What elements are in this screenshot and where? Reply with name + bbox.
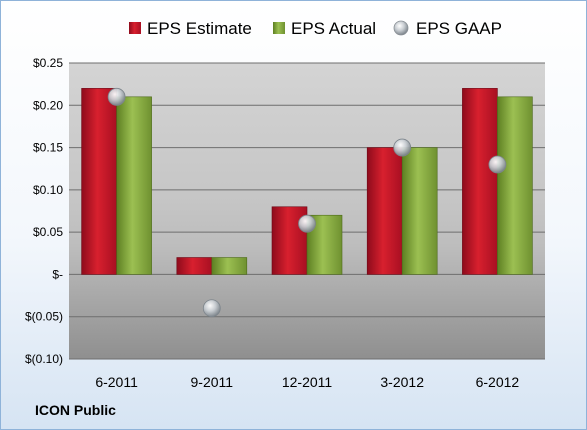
y-tick-label: $(0.05) (25, 310, 63, 324)
x-category-label: 6-2011 (95, 374, 138, 390)
legend-item-actual: EPS Actual (273, 19, 376, 38)
bar-eps-estimate (81, 88, 117, 275)
legend: EPS Estimate EPS Actual EPS GAAP (129, 19, 502, 38)
legend-label-estimate: EPS Estimate (147, 19, 252, 38)
marker-eps-gaap (107, 87, 126, 106)
legend-label-gaap: EPS GAAP (416, 19, 502, 38)
gaap-markers (107, 87, 507, 318)
marker-eps-gaap (393, 138, 412, 157)
footer-company-name: ICON Public (35, 402, 116, 418)
bar-eps-estimate (271, 206, 308, 275)
y-tick-label: $0.20 (33, 98, 63, 112)
marker-eps-gaap (298, 214, 316, 233)
legend-item-estimate: EPS Estimate (129, 19, 252, 38)
y-tick-label: $(0.10) (25, 352, 63, 366)
legend-swatch-gaap (393, 20, 409, 36)
y-tick-label: $0.25 (33, 56, 63, 70)
y-axis-ticks: $0.25 $0.20 $0.15 $0.10 $0.05 $- $(0.05) $(0.10… (25, 56, 63, 366)
legend-label-actual: EPS Actual (291, 19, 376, 38)
x-category-label: 6-2012 (476, 374, 520, 390)
y-tick-label: $0.10 (33, 183, 63, 197)
x-category-label: 3-2012 (380, 374, 424, 390)
y-tick-label: $0.05 (33, 225, 63, 239)
bar-eps-estimate (176, 257, 213, 275)
legend-swatch-actual (273, 22, 285, 34)
bar-eps-actual (116, 96, 152, 275)
bar-eps-actual (401, 147, 438, 275)
x-category-label: 12-2011 (282, 374, 333, 390)
x-category-label: 9-2011 (191, 374, 234, 390)
legend-item-gaap: EPS GAAP (393, 19, 502, 38)
bar-eps-estimate (462, 88, 498, 275)
marker-eps-gaap (202, 299, 221, 318)
marker-eps-gaap (488, 155, 507, 174)
legend-swatch-estimate (129, 22, 141, 34)
y-tick-label: $- (52, 267, 63, 281)
bar-eps-actual (497, 96, 533, 275)
bar-eps-actual (211, 257, 248, 275)
bar-eps-estimate (366, 147, 403, 275)
x-axis-labels: 6-2011 9-2011 12-2011 3-2012 6-2012 (95, 374, 519, 390)
y-tick-label: $0.15 (33, 141, 63, 155)
bars (81, 88, 533, 275)
